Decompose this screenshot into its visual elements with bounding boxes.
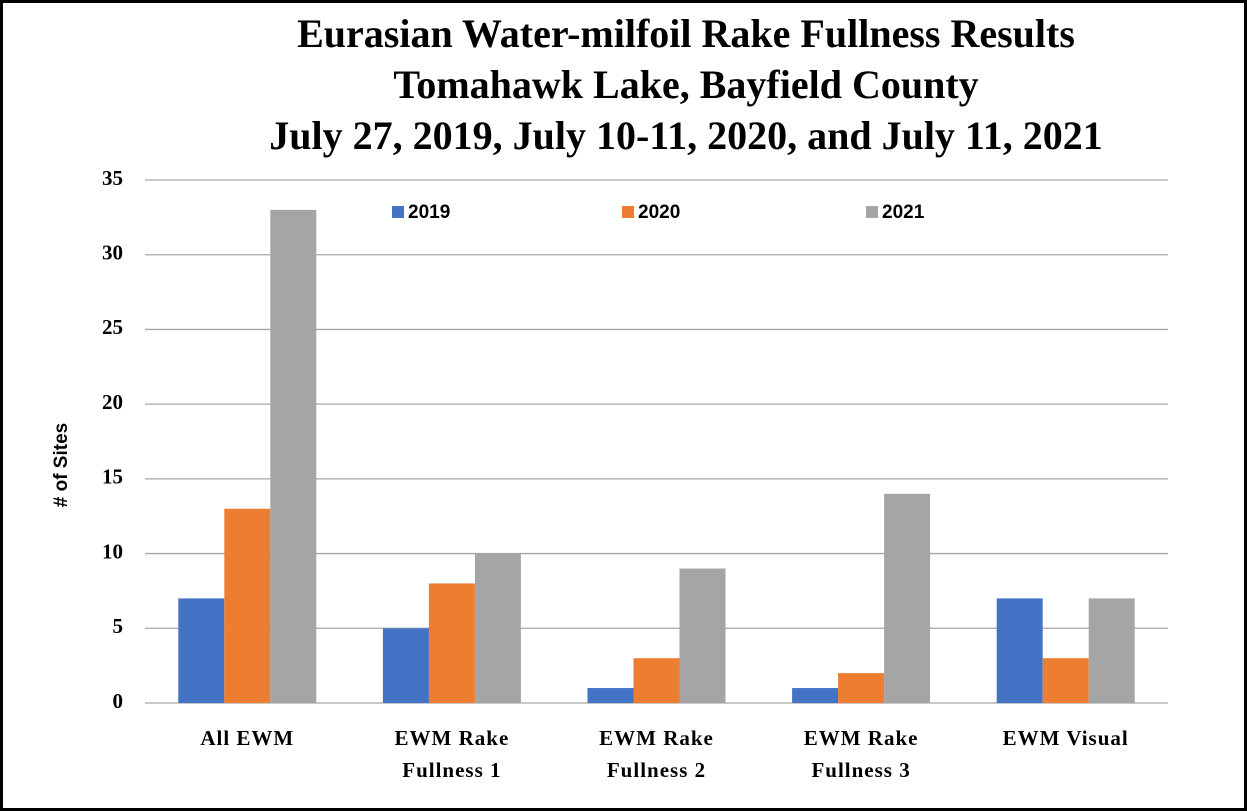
legend-label: 2020 [638, 202, 680, 223]
y-axis-label: # of Sites [51, 423, 72, 507]
x-tick-label: EWM Rake Fullness 3 [804, 726, 919, 782]
bar [1042, 658, 1089, 703]
legend-swatch [866, 206, 878, 218]
y-tick-label: 35 [102, 166, 123, 190]
x-tick-label: EWM Rake Fullness 2 [599, 726, 714, 782]
legend-swatch [622, 206, 634, 218]
bar [884, 493, 931, 703]
bar [270, 209, 317, 703]
bar [792, 688, 839, 703]
y-tick-label: 15 [102, 465, 123, 489]
chart-title: July 27, 2019, July 10-11, 2020, and Jul… [269, 113, 1102, 158]
x-tick-label: All EWM [200, 726, 294, 750]
y-tick-label: 30 [102, 241, 123, 265]
y-tick-label: 5 [113, 614, 124, 638]
bar [838, 673, 885, 703]
chart-title: Eurasian Water-milfoil Rake Fullness Res… [297, 11, 1075, 56]
bar [1088, 598, 1135, 703]
bar [633, 658, 680, 703]
y-tick-label: 0 [113, 689, 124, 713]
bar [996, 598, 1043, 703]
bar [178, 598, 225, 703]
y-tick-label: 10 [102, 539, 123, 563]
bar [587, 688, 634, 703]
bar [224, 508, 271, 703]
legend-label: 2021 [882, 202, 925, 223]
bar [679, 568, 726, 703]
bar [474, 553, 521, 703]
legend-label: 2019 [408, 202, 450, 223]
chart-title: Tomahawk Lake, Bayfield County [393, 62, 978, 107]
bar [382, 628, 429, 703]
bar [428, 583, 475, 703]
y-tick-label: 25 [102, 315, 123, 339]
legend-swatch [392, 206, 404, 218]
y-tick-label: 20 [102, 390, 123, 414]
x-tick-label: EWM Visual [1003, 726, 1129, 750]
x-tick-label: EWM Rake Fullness 1 [395, 726, 510, 782]
